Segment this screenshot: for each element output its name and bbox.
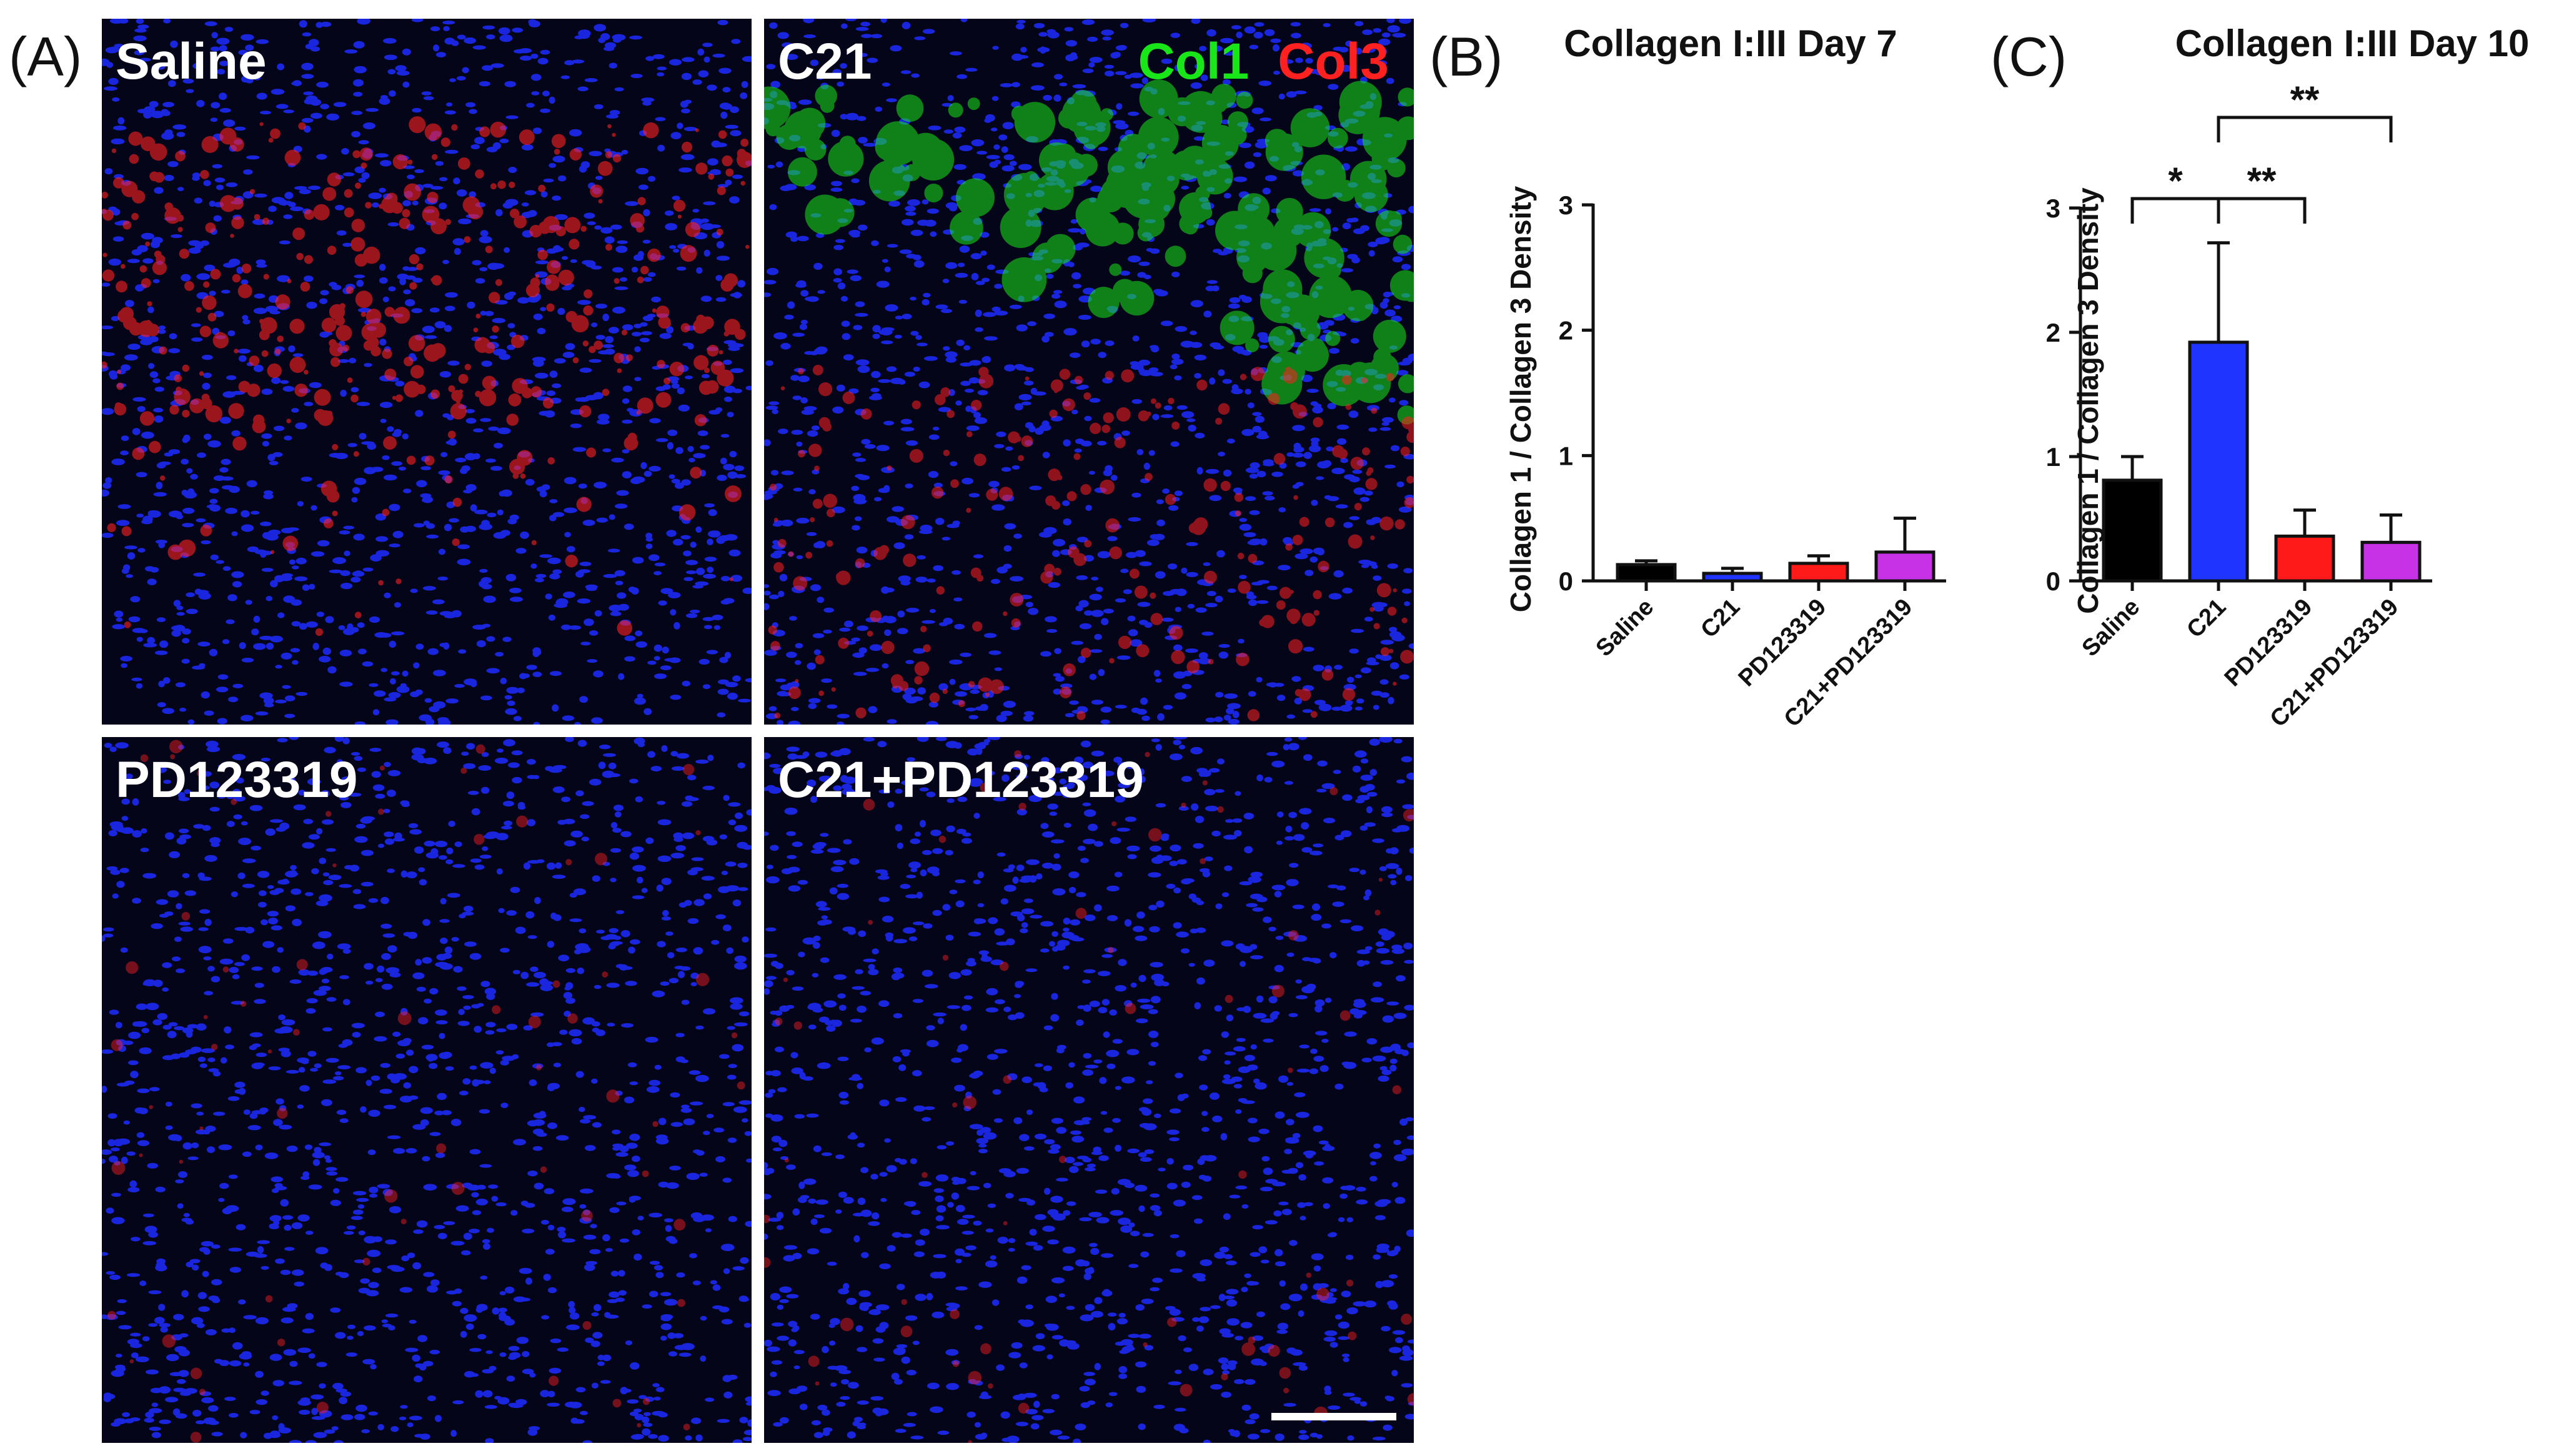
- legend-col3: Col3: [1278, 33, 1389, 90]
- micrograph-label: Saline: [116, 33, 267, 90]
- bar-saline: [1616, 563, 1677, 583]
- micrograph-saline: Saline: [102, 19, 752, 725]
- micrograph-label: PD123319: [116, 751, 358, 808]
- y-tick-label: 0: [1559, 567, 1573, 596]
- bar-c21-pd123319: [1874, 550, 1935, 583]
- panel-letter-a: (A): [9, 26, 82, 87]
- micrograph-label: C21: [778, 33, 872, 90]
- significance-bracket: [2217, 197, 2307, 224]
- y-tick-label: 3: [1559, 191, 1573, 220]
- chart-day10: Collagen I:III Day 10 Collagen 1 / Collag…: [2046, 22, 2530, 732]
- significance-bracket: [2130, 197, 2220, 224]
- y-tick-label: 2: [1559, 316, 1573, 345]
- bar-pd123319: [2274, 534, 2335, 583]
- legend-col1: Col1: [1138, 33, 1250, 90]
- y-axis-label: Collagen 1 / Collagen 3 Density: [2072, 187, 2104, 614]
- y-tick-label: 3: [2046, 194, 2060, 223]
- micrograph-texture: [102, 737, 752, 1443]
- micrograph-pd123319: PD123319: [102, 737, 752, 1443]
- significance-label: *: [2168, 160, 2183, 202]
- scale-bar: [1271, 1413, 1396, 1420]
- y-tick-label: 1: [2046, 442, 2060, 472]
- panel-letter-c: (C): [1990, 26, 2067, 87]
- micrograph-c21-pd123319: C21+PD123319: [764, 737, 1414, 1443]
- micrograph-texture: [102, 19, 752, 725]
- significance-label: **: [2290, 79, 2320, 121]
- significance-label: **: [2247, 160, 2277, 202]
- y-tick-label: 2: [2046, 318, 2060, 347]
- chart-day7: Collagen I:III Day 7 Collagen 1 / Collage…: [1504, 22, 1946, 732]
- y-tick-label: 0: [2046, 567, 2060, 596]
- x-tick-label: C21: [1696, 594, 1745, 643]
- stain-legend: Col1 Col3: [1138, 32, 1389, 91]
- x-tick-label: C21: [2182, 594, 2231, 643]
- significance-bracket: [2217, 116, 2393, 142]
- micrograph-label: C21+PD123319: [778, 751, 1144, 808]
- micrograph-c21: C21 Col1 Col3: [764, 19, 1414, 725]
- chart-title: Collagen I:III Day 10: [2175, 22, 2530, 64]
- bar-pd123319: [1788, 562, 1849, 583]
- micrograph-texture: [764, 737, 1414, 1443]
- y-axis-label: Collagen 1 / Collagen 3 Density: [1504, 186, 1537, 612]
- micrograph-texture: [764, 19, 1414, 725]
- x-tick-label: Saline: [1591, 594, 1659, 662]
- bar-c21: [2188, 340, 2249, 583]
- bar-saline: [2102, 478, 2163, 583]
- panel-letter-b: (B): [1429, 26, 1503, 87]
- bar-c21: [1702, 572, 1763, 583]
- chart-title: Collagen I:III Day 7: [1564, 22, 1897, 64]
- bar-c21-pd123319: [2360, 540, 2422, 583]
- y-tick-label: 1: [1559, 441, 1573, 470]
